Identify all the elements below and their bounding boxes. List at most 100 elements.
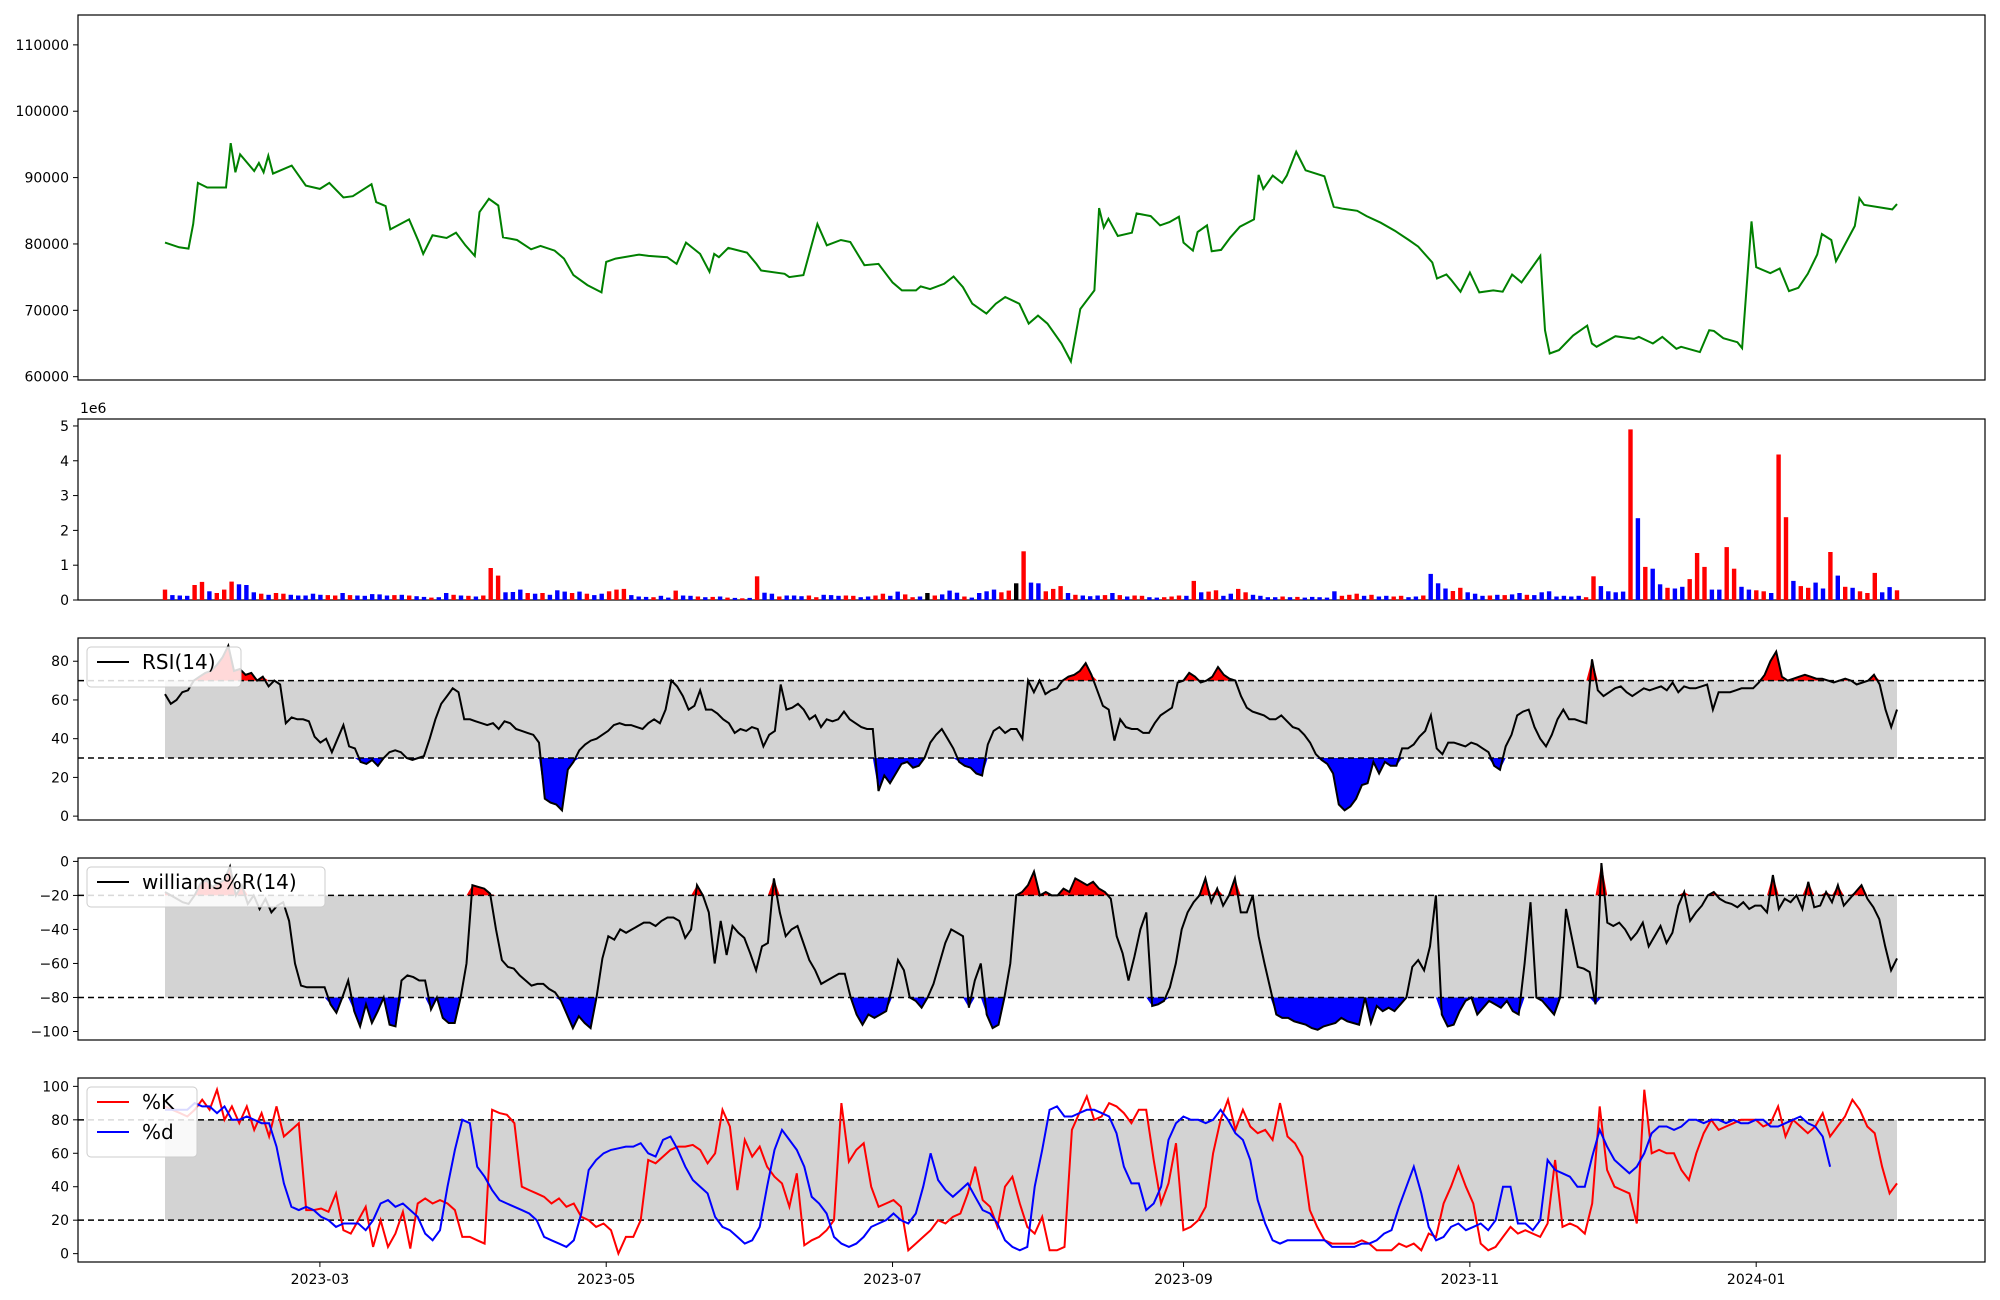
volume-bar — [1347, 594, 1352, 600]
volume-bar — [1850, 587, 1855, 600]
legend-box — [86, 866, 326, 908]
y-tick-label: 100000 — [16, 104, 69, 120]
volume-bar — [1635, 518, 1641, 600]
y-tick-label: −60 — [39, 956, 69, 972]
volume-bar — [1236, 588, 1241, 600]
y-tick-label: 80 — [51, 1113, 69, 1129]
volume-bar — [518, 589, 523, 600]
legend-label: %K — [142, 1090, 175, 1114]
volume-bar — [1583, 597, 1589, 600]
y-tick-label: 4 — [60, 454, 69, 470]
legend-box — [86, 1086, 198, 1158]
volume-bar — [547, 594, 553, 600]
series-line — [164, 1086, 1898, 1257]
volume-bar — [1472, 593, 1478, 600]
volume-bar — [1028, 582, 1034, 600]
volume-bar — [370, 594, 375, 600]
volume-bar — [1502, 595, 1507, 600]
volume-bar — [503, 592, 508, 600]
volume-bar — [1191, 580, 1196, 600]
y-tick-label: 3 — [60, 489, 69, 505]
y-tick-label: −20 — [39, 888, 69, 904]
volume-bar — [917, 596, 923, 600]
volume-bar — [540, 593, 545, 600]
volume-bar — [888, 595, 893, 600]
volume-bar — [1332, 591, 1337, 600]
volume-bar — [325, 595, 330, 600]
volume-bar — [1754, 590, 1759, 600]
volume-bar — [984, 591, 989, 600]
volume-bar — [858, 597, 863, 600]
volume-bar — [1872, 572, 1877, 600]
volume-bar — [1154, 597, 1159, 600]
volume-bar — [1739, 586, 1744, 600]
volume-bar — [614, 589, 619, 600]
volume-bar — [266, 594, 271, 600]
volume-bar — [1828, 552, 1833, 600]
volume-bar — [1791, 580, 1796, 600]
volume-bar — [1132, 595, 1137, 600]
volume-bar — [799, 596, 804, 600]
series-line — [164, 863, 1898, 1031]
volume-bar — [466, 595, 471, 600]
volume-bar — [791, 595, 797, 600]
volume-bar — [592, 595, 597, 600]
volume-bar — [1709, 589, 1715, 600]
y-tick-label: 20 — [51, 770, 69, 786]
volume-bar — [606, 591, 612, 600]
volume-bar — [621, 588, 627, 600]
volume-bar — [444, 593, 449, 600]
volume-bar — [185, 595, 190, 600]
neutral-band — [165, 895, 1897, 998]
volume-bar — [355, 595, 360, 600]
series-line — [164, 642, 1898, 813]
y-tick-label: 0 — [60, 854, 69, 870]
y-tick-label: 20 — [51, 1213, 69, 1229]
volume-bar — [1532, 595, 1537, 600]
volume-bar — [1443, 588, 1448, 600]
volume-bar — [177, 595, 182, 600]
volume-bar — [318, 594, 323, 600]
volume-bar — [273, 593, 279, 600]
volume-bar — [732, 597, 738, 600]
volume-bar — [532, 593, 538, 600]
volume-bar — [762, 592, 767, 600]
legend: williams%R(14) — [86, 866, 326, 908]
volume-bar — [1184, 595, 1189, 600]
volume-bar — [717, 596, 723, 600]
y-tick-label: 80 — [51, 654, 69, 670]
volume-bar — [1273, 597, 1278, 600]
volume-bar — [1088, 596, 1093, 600]
volume-bar — [1880, 592, 1885, 600]
volume-bar — [940, 594, 945, 600]
volume-bar — [1576, 595, 1581, 600]
volume-bar — [1421, 595, 1426, 600]
volume-bar — [1495, 594, 1500, 600]
volume-bar — [1598, 586, 1604, 600]
price-line — [164, 142, 1898, 365]
neutral-band — [165, 1119, 1897, 1221]
volume-bar — [903, 594, 908, 600]
oversold-fill — [165, 997, 1897, 1030]
volume-bar — [214, 593, 219, 600]
volume-bar — [473, 596, 479, 600]
volume-bar — [1065, 593, 1071, 600]
y-tick-label: 60 — [51, 693, 69, 709]
volume-bar — [577, 591, 582, 600]
volume-bar — [569, 593, 575, 600]
volume-bar — [495, 575, 501, 600]
volume-bar — [1354, 593, 1359, 600]
volume-bar — [769, 593, 775, 600]
volume-bar — [1465, 592, 1470, 600]
volume-bar — [1435, 583, 1441, 600]
legend-box — [86, 646, 242, 688]
volume-bar — [680, 595, 686, 600]
volume-bar — [1835, 575, 1840, 600]
volume-bar — [384, 595, 390, 600]
volume-bar — [1258, 595, 1263, 600]
volume-bar — [925, 593, 930, 600]
volume-bar — [1428, 573, 1433, 600]
volume-bar — [1139, 595, 1145, 600]
y-tick-label: 110000 — [16, 38, 69, 54]
volume-bar — [747, 597, 752, 600]
